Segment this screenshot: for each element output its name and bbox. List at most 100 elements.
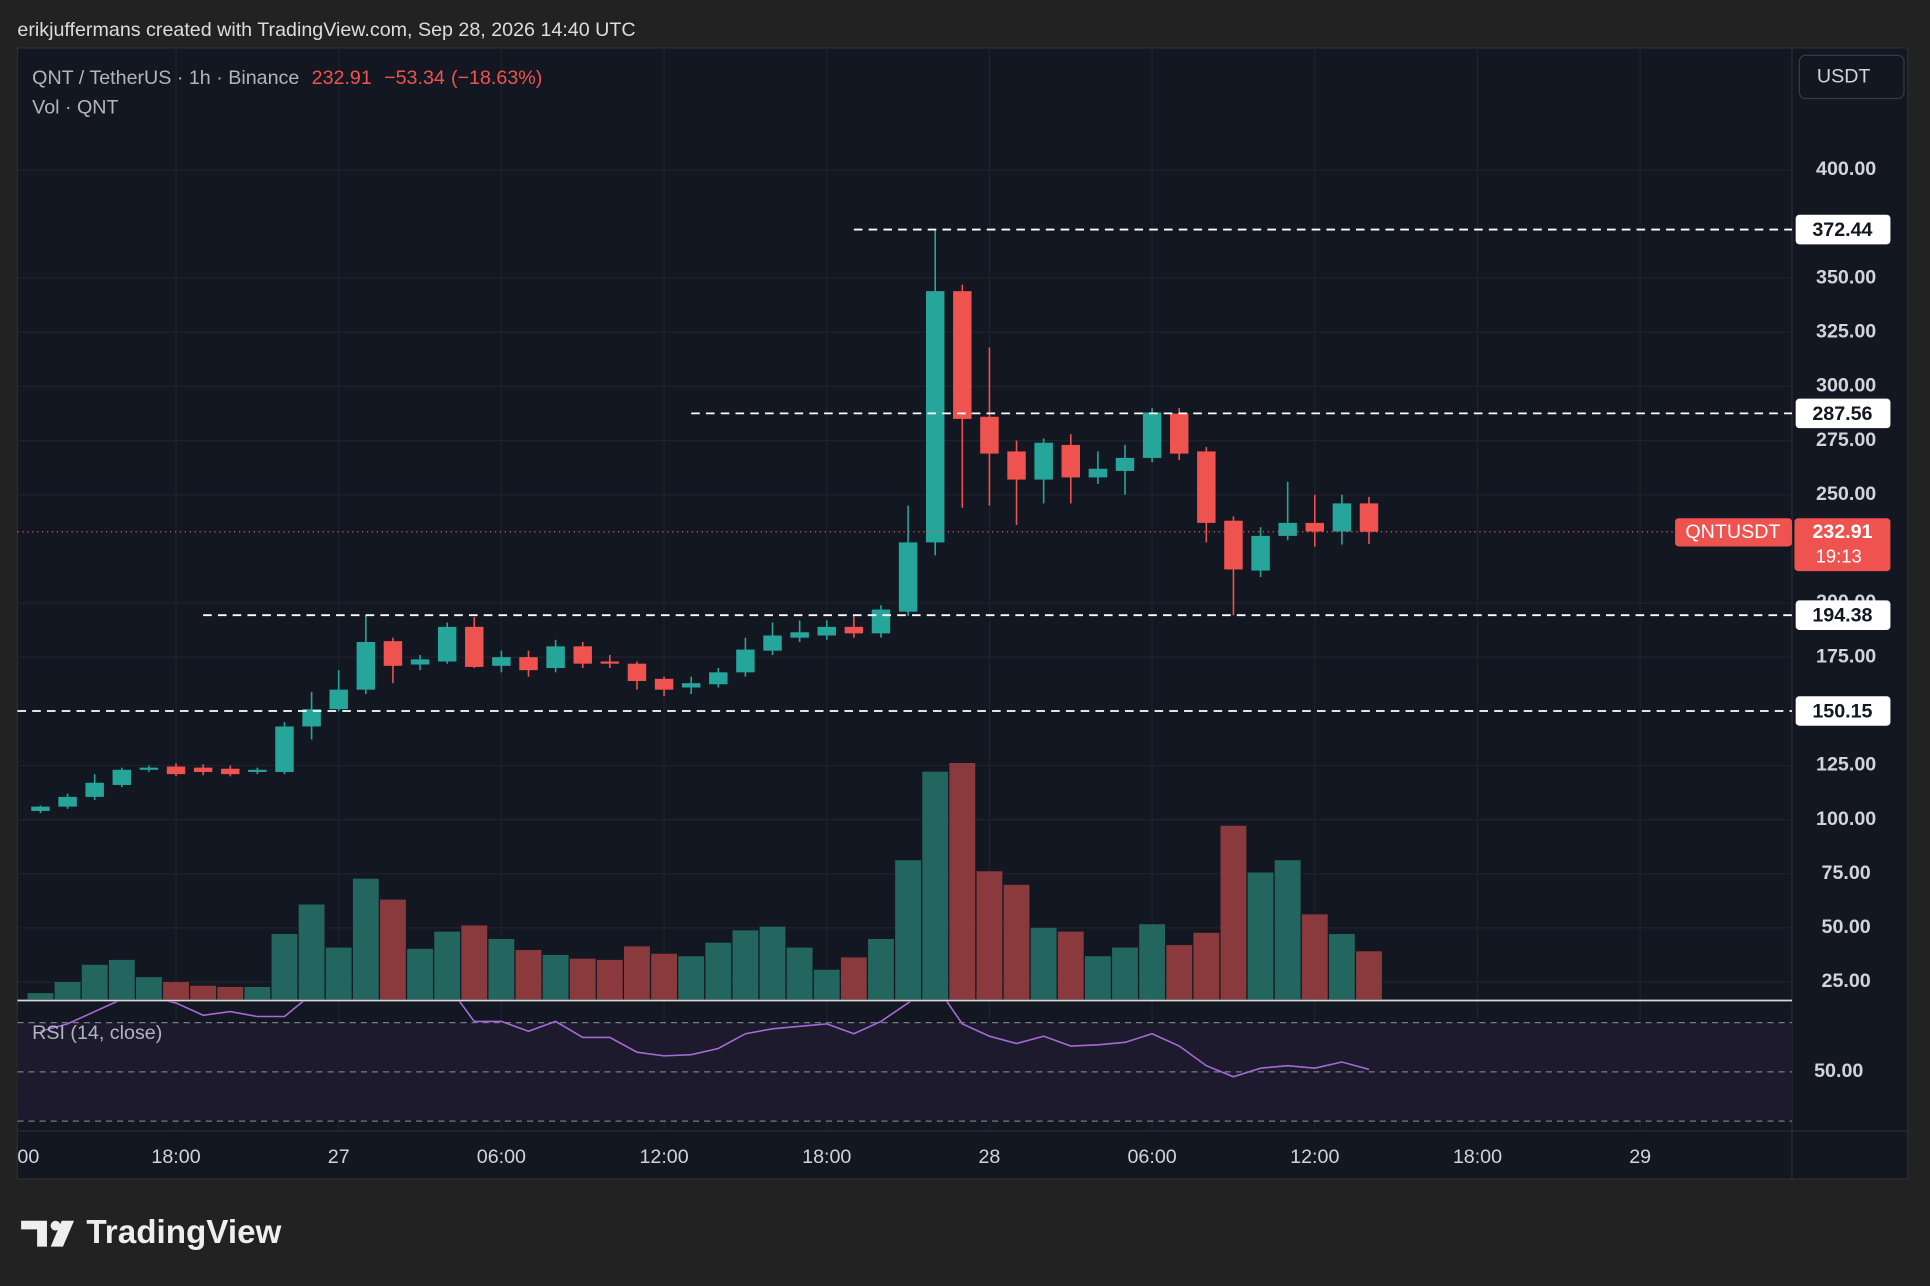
- candle-body: [546, 646, 565, 669]
- candle-body: [980, 416, 999, 454]
- volume-bar: [244, 986, 271, 1000]
- level-label: 287.56: [1812, 403, 1872, 425]
- rsi-line: [40, 1001, 1370, 1078]
- candle-body: [519, 657, 538, 671]
- y-tick-label: 300.00: [1816, 375, 1876, 397]
- volume-bar: [1193, 932, 1220, 1000]
- volume-bar: [1356, 951, 1382, 1000]
- volume-bar: [434, 931, 461, 1000]
- candle-body: [221, 768, 240, 775]
- candle-body: [85, 782, 104, 797]
- y-tick-label: 400.00: [1816, 158, 1876, 180]
- candle-body: [573, 646, 592, 664]
- volume-bar: [1112, 947, 1138, 1000]
- level-label-box: [1795, 600, 1891, 630]
- y-tick-label: 275.00: [1816, 429, 1876, 451]
- candle-body: [248, 769, 267, 772]
- symbol-label: QNTUSDT: [1685, 521, 1780, 543]
- candle-body: [1007, 451, 1026, 480]
- candle-body: [465, 626, 484, 667]
- currency-label[interactable]: USDT: [1817, 66, 1871, 88]
- volume-bar: [488, 938, 515, 1000]
- volume-bar: [380, 899, 406, 1000]
- candle-body: [383, 641, 403, 666]
- volume-bar: [1328, 934, 1355, 1000]
- currency-button-frame[interactable]: [1798, 54, 1905, 100]
- volume-bar: [325, 947, 352, 1000]
- candle-body: [925, 291, 945, 543]
- price-label: 232.91: [1812, 521, 1872, 543]
- candle-body: [763, 635, 782, 651]
- volume-bar: [1084, 956, 1111, 1000]
- y-tick-label: 325.00: [1816, 321, 1876, 343]
- y-tick-label: 25.00: [1822, 970, 1871, 992]
- volume-bar: [352, 878, 379, 1000]
- volume-bar: [1301, 914, 1328, 1000]
- x-tick-label: 28: [978, 1146, 1000, 1168]
- candle-body: [193, 767, 213, 772]
- volume-bar: [461, 925, 488, 1000]
- candle-body: [1169, 413, 1189, 454]
- volume-bar: [813, 969, 840, 1000]
- candle-body: [627, 663, 647, 681]
- x-tick-label: 12:00: [1290, 1146, 1339, 1168]
- candle-body: [844, 626, 864, 634]
- candle-body: [790, 632, 809, 638]
- candle-body: [1142, 412, 1162, 458]
- price-pane: [27, 229, 1382, 1000]
- x-tick-label: 18:00: [1453, 1146, 1502, 1168]
- candle-body: [1251, 535, 1270, 571]
- rsi-pane: [17, 1001, 1792, 1122]
- volume-bar: [1274, 860, 1301, 1000]
- candle-body: [1224, 520, 1243, 570]
- level-label: 372.44: [1812, 219, 1872, 241]
- x-tick-label: 18:00: [151, 1146, 200, 1168]
- candle-body: [1197, 451, 1216, 523]
- candle-body: [817, 626, 836, 636]
- y-tick-label: 50.00: [1822, 916, 1871, 938]
- candle-body: [31, 806, 50, 811]
- volume-bar: [54, 982, 81, 1000]
- volume-bar: [868, 938, 894, 1000]
- volume-bar: [163, 982, 189, 1000]
- candle-body: [1088, 468, 1108, 478]
- candle-body: [1278, 522, 1297, 536]
- volume-bar: [1166, 945, 1193, 1000]
- x-tick-label: 18:00: [802, 1146, 851, 1168]
- volume-bar: [976, 871, 1003, 1000]
- countdown-label: 19:13: [1816, 545, 1862, 566]
- level-label: 194.38: [1812, 605, 1872, 627]
- volume-bar: [542, 954, 569, 1000]
- level-label-box: [1795, 398, 1891, 429]
- brand-name: TradingView: [86, 1214, 281, 1251]
- symbol-title: QNT / TetherUS · 1h · Binance: [32, 67, 299, 89]
- volume-bar: [895, 860, 922, 1000]
- level-label-box: [1795, 696, 1891, 726]
- candle-body: [1061, 444, 1080, 478]
- logo-slash: [50, 1220, 75, 1247]
- volume-bar: [1139, 924, 1166, 1000]
- candle-body: [139, 767, 159, 770]
- currency-button[interactable]: USDT: [1798, 54, 1905, 100]
- volume-bar: [732, 930, 759, 1000]
- volume-bar: [840, 957, 867, 1000]
- rsi-tick-label: 50.00: [1814, 1060, 1863, 1082]
- last-price: 232.91: [312, 67, 372, 89]
- volume-bar: [298, 904, 325, 1000]
- candle-body: [112, 769, 132, 785]
- volume-bar: [569, 958, 596, 1000]
- candle-body: [302, 709, 321, 727]
- volume-bar: [922, 771, 949, 1000]
- volume-bar: [515, 950, 542, 1000]
- y-tick-label: 75.00: [1822, 862, 1871, 884]
- volume-bar: [108, 959, 135, 1000]
- volume-bar: [81, 964, 108, 1000]
- volume-bar: [407, 948, 433, 1000]
- logo-mark: [21, 1220, 47, 1247]
- x-tick-label: 06:00: [1127, 1146, 1176, 1168]
- volume-legend: Vol · QNT: [32, 96, 118, 118]
- candle-body: [654, 678, 674, 690]
- y-tick-label: 100.00: [1816, 808, 1876, 830]
- candle-body: [898, 542, 918, 612]
